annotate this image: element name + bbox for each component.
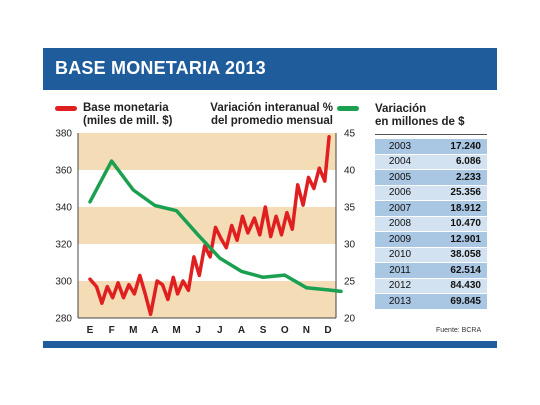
bottom-bar (43, 341, 497, 348)
source-note: Fuente: BCRA (436, 327, 482, 334)
line-chart: 280 300 320 340 360 380 20 25 30 35 40 45 E F M A M J J A S O… (55, 129, 356, 337)
table-year-cell: 2008 (375, 216, 425, 232)
table-value-cell: 62.514 (425, 262, 487, 279)
right-axis-tick-label: 30 (344, 240, 356, 251)
x-axis-tick-label: J (217, 325, 223, 336)
table-row: 2005 2.233 (375, 169, 487, 186)
table-year-cell: 2011 (375, 262, 425, 279)
right-legend-line1: Variación interanual % (210, 102, 333, 114)
table-year-cell: 2007 (375, 200, 425, 217)
table-year-cell: 2004 (375, 154, 425, 170)
table-row: 2006 25.356 (375, 185, 487, 201)
table-value-cell: 12.901 (425, 231, 487, 248)
right-axis-tick-label: 25 (344, 277, 356, 288)
table-header-divider (375, 134, 487, 135)
x-axis-tick-label: F (109, 325, 115, 336)
infographic-frame: BASE MONETARIA 2013 Base monetaria (mile… (43, 48, 497, 348)
table-header-line1: Variación (375, 103, 427, 115)
table-value-cell: 38.058 (425, 247, 487, 263)
left-axis-tick-label: 360 (55, 166, 72, 177)
x-axis-tick-label: S (260, 325, 267, 336)
left-axis-tick-label: 300 (55, 277, 72, 288)
table-value-cell: 18.912 (425, 200, 487, 217)
table-header: Variación en millones de $ (375, 103, 464, 129)
x-axis-tick-label: N (303, 325, 310, 336)
table-row: 2010 38.058 (375, 247, 487, 263)
table-year-cell: 2005 (375, 169, 425, 186)
left-series-swatch (55, 106, 77, 111)
table-row: 2004 6.086 (375, 154, 487, 170)
right-axis-tick-label: 40 (344, 166, 356, 177)
variation-table: 2003 17.240 2004 6.086 2005 2.233 2006 25.356 20… (375, 139, 487, 310)
right-axis-tick-label: 45 (344, 129, 356, 140)
table-row: 2011 62.514 (375, 262, 487, 279)
right-series-legend: Variación interanual % del promedio mens… (205, 102, 333, 128)
table-year-cell: 2006 (375, 185, 425, 201)
background-band (78, 133, 336, 170)
left-legend-line1: Base monetaria (83, 102, 169, 114)
right-axis-tick-label: 20 (344, 314, 356, 325)
table-value-cell: 84.430 (425, 278, 487, 294)
right-series-swatch (337, 106, 359, 111)
table-row: 2009 12.901 (375, 231, 487, 248)
background-band (78, 207, 336, 244)
table-header-line2: en millones de $ (375, 116, 465, 128)
table-row: 2007 18.912 (375, 200, 487, 217)
x-axis-tick-label: J (195, 325, 201, 336)
left-axis-tick-label: 280 (55, 314, 72, 325)
left-legend-line2: (miles de mill. $) (83, 115, 173, 127)
table-value-cell: 25.356 (425, 185, 487, 201)
table-year-cell: 2010 (375, 247, 425, 263)
table-row: 2012 84.430 (375, 278, 487, 294)
table-row: 2013 69.845 (375, 293, 487, 310)
table-value-cell: 69.845 (425, 293, 487, 310)
x-axis-tick-label: D (324, 325, 331, 336)
table-value-cell: 10.470 (425, 216, 487, 232)
table-value-cell: 2.233 (425, 169, 487, 186)
table-year-cell: 2003 (375, 139, 425, 155)
left-series-legend: Base monetaria (miles de mill. $) (83, 102, 172, 128)
variation-series-line (88, 159, 343, 294)
table-row: 2003 17.240 (375, 139, 487, 155)
x-axis-tick-label: A (238, 325, 245, 336)
left-axis-tick-label: 340 (55, 203, 72, 214)
x-axis-tick-label: O (281, 325, 289, 336)
table-year-cell: 2009 (375, 231, 425, 248)
title-bar: BASE MONETARIA 2013 (43, 48, 497, 90)
x-axis-tick-label: A (151, 325, 158, 336)
table-year-cell: 2013 (375, 293, 425, 310)
x-axis-tick-label: M (172, 325, 180, 336)
table-value-cell: 6.086 (425, 154, 487, 170)
x-axis-tick-label: M (129, 325, 137, 336)
chart-title: BASE MONETARIA 2013 (55, 58, 266, 78)
table-year-cell: 2012 (375, 278, 425, 294)
right-axis-tick-label: 35 (344, 203, 356, 214)
right-legend-line2: del promedio mensual (210, 115, 333, 127)
base-monetaria-series-line (88, 134, 331, 317)
left-axis-tick-label: 380 (55, 129, 72, 140)
x-axis-tick-label: E (87, 325, 94, 336)
table-row: 2008 10.470 (375, 216, 487, 232)
table-value-cell: 17.240 (425, 139, 487, 155)
left-axis-tick-label: 320 (55, 240, 72, 251)
